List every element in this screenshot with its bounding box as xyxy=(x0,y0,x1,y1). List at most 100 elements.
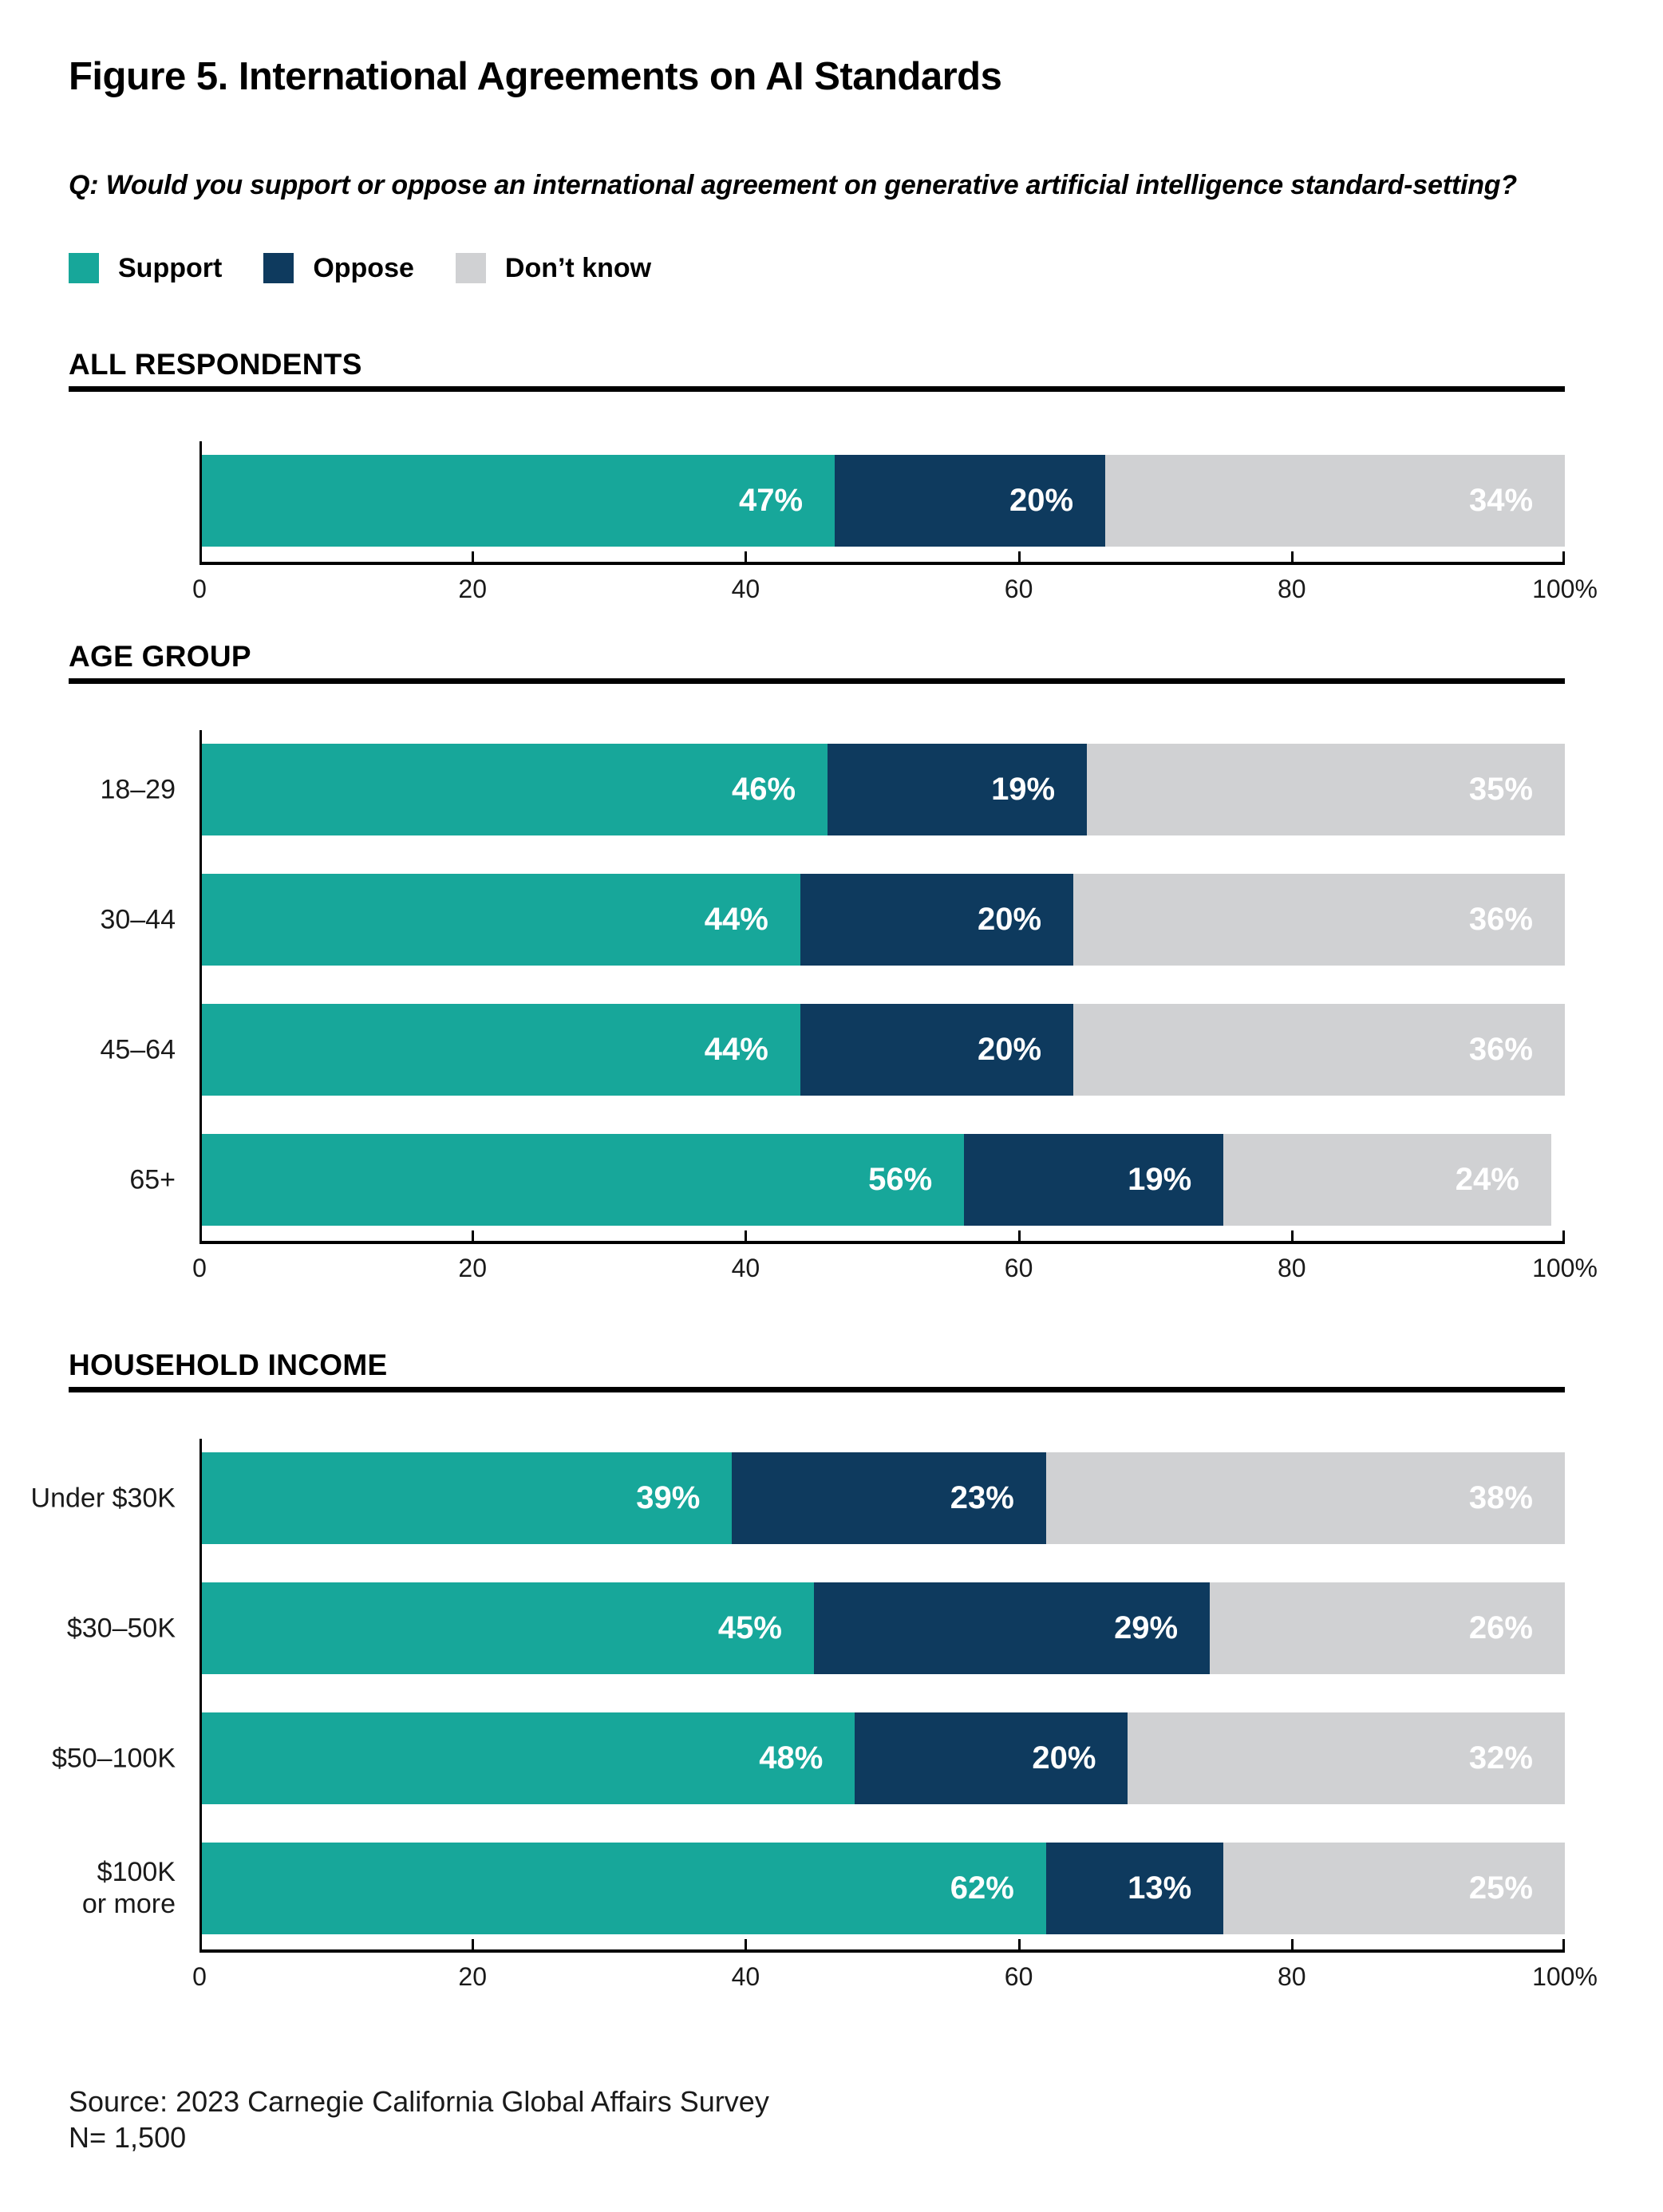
bar-segment-oppose: 23% xyxy=(732,1452,1046,1544)
category-label-text: $100K or more xyxy=(81,1856,176,1920)
chart-row: 45–64 44% 20% 36% xyxy=(69,1004,1565,1096)
category-label xyxy=(69,455,199,547)
value-label: 23% xyxy=(950,1480,1014,1515)
oppose-swatch-icon xyxy=(263,253,294,283)
stacked-bar: 47% 20% 34% xyxy=(199,455,1566,547)
stacked-bar: 62% 13% 25% xyxy=(199,1843,1565,1934)
section-heading: AGE GROUP xyxy=(69,642,1565,684)
value-label: 25% xyxy=(1468,1870,1533,1906)
x-axis-labels: 0 20 40 60 80 100% xyxy=(192,1962,1598,1994)
value-label: 45% xyxy=(717,1610,782,1645)
category-label: 65+ xyxy=(69,1134,199,1226)
value-label: 13% xyxy=(1128,1870,1192,1906)
bar-segment-dont-know: 38% xyxy=(1045,1452,1565,1544)
category-label-text: 45–64 xyxy=(100,1034,176,1065)
section-age-group: AGE GROUP 18–29 46% 19% 35% 30–44 44% 20% 36% 45… xyxy=(69,642,1598,1286)
section-heading: ALL RESPONDENTS xyxy=(69,350,1565,392)
legend-item-oppose: Oppose xyxy=(263,253,414,284)
axis-tick xyxy=(1017,551,1021,562)
chart-rows: 18–29 46% 19% 35% 30–44 44% 20% 36% 45–64 44% 20% 3… xyxy=(69,730,1565,1226)
figure-title: Figure 5. International Agreements on AI… xyxy=(69,55,1002,98)
bar-segment-oppose: 20% xyxy=(855,1712,1128,1804)
axis-tick-label: 60 xyxy=(1004,1254,1033,1282)
stacked-bar: 39% 23% 38% xyxy=(199,1452,1565,1544)
chart-row: Under $30K 39% 23% 38% xyxy=(31,1452,1565,1544)
axis-tick-label: 0 xyxy=(192,1254,207,1282)
chart-row: 65+ 56% 19% 24% xyxy=(69,1134,1565,1226)
value-label: 47% xyxy=(738,483,804,518)
x-axis-labels: 0 20 40 60 80 100% xyxy=(192,1254,1598,1286)
value-label: 44% xyxy=(704,1032,768,1067)
axis-tick-label: 20 xyxy=(458,1254,487,1282)
category-label-text: $30–50K xyxy=(66,1613,176,1644)
category-label: Under $30K xyxy=(31,1452,199,1544)
category-label: $50–100K xyxy=(52,1712,199,1804)
bar-segment-oppose: 13% xyxy=(1045,1843,1224,1934)
value-label: 19% xyxy=(1128,1162,1192,1197)
section-all-respondents: ALL RESPONDENTS 47% 20% 34% 0 20 40 60 80 100% xyxy=(69,350,1598,606)
axis-tick xyxy=(745,1230,748,1241)
dont-know-swatch-icon xyxy=(455,253,486,283)
category-label-text: 30–44 xyxy=(100,904,176,935)
y-axis-line xyxy=(199,730,202,1244)
bar-segment-dont-know: 35% xyxy=(1087,744,1565,835)
value-label: 20% xyxy=(1009,483,1074,518)
stacked-bar: 44% 20% 36% xyxy=(199,1004,1565,1096)
value-label: 26% xyxy=(1468,1610,1533,1645)
axis-tick-label: 100% xyxy=(1532,575,1598,603)
x-axis-labels: 0 20 40 60 80 100% xyxy=(192,575,1598,606)
bar-segment-dont-know: 32% xyxy=(1128,1712,1565,1804)
category-label-text: $50–100K xyxy=(51,1743,176,1774)
axis-tick xyxy=(745,1939,748,1949)
bar-segment-support: 56% xyxy=(199,1134,965,1226)
axis-tick-label: 0 xyxy=(192,1962,207,1991)
section-heading: HOUSEHOLD INCOME xyxy=(69,1350,1565,1392)
bar-segment-support: 44% xyxy=(199,1004,800,1096)
y-axis-line xyxy=(199,1439,202,1953)
bar-segment-oppose: 20% xyxy=(800,1004,1074,1096)
axis-tick xyxy=(1562,1230,1565,1241)
bar-segment-dont-know: 36% xyxy=(1073,874,1565,966)
category-label-text: 65+ xyxy=(129,1164,176,1195)
legend-label-support: Support xyxy=(118,252,223,283)
support-swatch-icon xyxy=(69,253,99,283)
axis-tick-label: 100% xyxy=(1532,1962,1598,1991)
chart-household-income: Under $30K 39% 23% 38% $30–50K 45% 29% 26% $50–1… xyxy=(31,1439,1565,1953)
bar-segment-support: 48% xyxy=(199,1712,855,1804)
axis-tick xyxy=(472,1939,475,1949)
value-label: 20% xyxy=(977,902,1042,937)
bar-segment-support: 62% xyxy=(199,1843,1046,1934)
x-axis-line xyxy=(199,1230,1565,1244)
value-label: 56% xyxy=(868,1162,933,1197)
bar-segment-dont-know: 34% xyxy=(1105,455,1566,547)
axis-tick xyxy=(1290,1939,1294,1949)
value-label: 44% xyxy=(704,902,768,937)
value-label: 24% xyxy=(1455,1162,1519,1197)
axis-tick-label: 60 xyxy=(1004,575,1033,603)
bar-segment-oppose: 20% xyxy=(800,874,1074,966)
source-line: Source: 2023 Carnegie California Global … xyxy=(69,2085,769,2118)
value-label: 36% xyxy=(1468,902,1533,937)
axis-tick-label: 40 xyxy=(731,575,760,603)
chart-row: $100K or more 62% 13% 25% xyxy=(69,1843,1565,1934)
category-label: $100K or more xyxy=(69,1843,199,1934)
bar-segment-oppose: 20% xyxy=(835,455,1106,547)
category-label-text: 18–29 xyxy=(100,774,176,805)
value-label: 20% xyxy=(977,1032,1042,1067)
axis-tick xyxy=(472,551,475,562)
axis-tick xyxy=(1290,1230,1294,1241)
category-label: 18–29 xyxy=(69,744,199,835)
chart-row: 47% 20% 34% xyxy=(69,455,1566,547)
bar-segment-support: 47% xyxy=(199,455,835,547)
chart-row: 30–44 44% 20% 36% xyxy=(69,874,1565,966)
bar-segment-dont-know: 24% xyxy=(1223,1134,1551,1226)
value-label: 32% xyxy=(1468,1740,1533,1776)
stacked-bar: 48% 20% 32% xyxy=(199,1712,1565,1804)
axis-tick-label: 80 xyxy=(1278,1254,1306,1282)
bar-segment-oppose: 19% xyxy=(828,744,1088,835)
chart-row: 18–29 46% 19% 35% xyxy=(69,744,1565,835)
axis-tick xyxy=(1017,1939,1021,1949)
stacked-bar: 56% 19% 24% xyxy=(199,1134,1565,1226)
axis-tick-label: 80 xyxy=(1278,575,1306,603)
